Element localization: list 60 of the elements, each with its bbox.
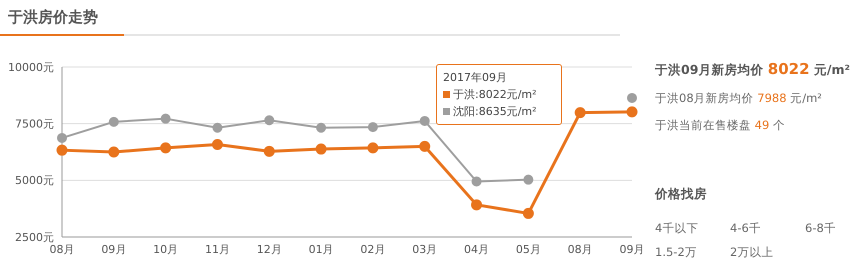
text: 1.5-2万: [655, 245, 697, 260]
point: [108, 116, 119, 127]
point: [212, 139, 223, 150]
text: 8022: [768, 60, 810, 78]
point: [316, 144, 327, 155]
x-tick-label: 09月: [620, 242, 644, 256]
point: [522, 208, 534, 219]
text: 于洪当前在售楼盘: [655, 118, 751, 132]
point: [471, 199, 482, 210]
y-tick-label: 2500元: [15, 230, 54, 244]
point: [160, 114, 171, 124]
chart-title: 于洪房价走势: [8, 8, 98, 27]
point: [212, 122, 222, 133]
x-tick-label: 02月: [360, 242, 386, 256]
text: 4千以下: [655, 221, 698, 236]
text: 价格找房: [655, 186, 707, 203]
text: 7988: [757, 91, 787, 105]
point: [56, 144, 68, 156]
point: [627, 92, 637, 103]
x-tick-label: 10月: [153, 242, 178, 256]
point: [420, 116, 430, 126]
point: [264, 146, 275, 157]
text: 49: [754, 118, 770, 132]
point: [368, 122, 378, 132]
x-tick-label: 11月: [204, 242, 230, 256]
annotation: :8635元/m²: [475, 105, 537, 118]
point: [574, 107, 586, 118]
point: [523, 174, 534, 185]
x-tick-label: 03月: [412, 242, 438, 256]
text: 元/m²: [814, 62, 850, 77]
x-tick-label: 04月: [464, 242, 490, 256]
text: 个: [772, 118, 785, 132]
point: [316, 122, 326, 133]
point: [264, 115, 274, 126]
point: [57, 132, 67, 143]
point: [472, 176, 482, 186]
legend-label: 沈阳: [453, 105, 475, 118]
y-tick-label: 5000元: [15, 174, 54, 188]
y-tick-label: 7500元: [15, 118, 54, 131]
text: 6-8千: [805, 221, 836, 236]
text: 元/m²: [790, 91, 822, 105]
x-tick-label: 12月: [256, 242, 282, 256]
text: 于洪09月新房均价: [655, 62, 764, 77]
legend-label: 于洪: [453, 88, 475, 101]
text: 2万以上: [730, 245, 774, 260]
point: [367, 142, 378, 154]
point: [108, 146, 120, 158]
point: [419, 140, 430, 152]
x-tick-label: 05月: [516, 242, 541, 256]
x-tick-label: 01月: [308, 242, 334, 256]
annotation: :8022元/m²: [475, 88, 537, 101]
x-tick-label: 08月: [50, 242, 74, 256]
x-tick-label: 09月: [101, 242, 126, 256]
annotation: 2017年09月: [443, 70, 508, 86]
text: 4-6千: [730, 221, 761, 236]
y-tick-label: 10000元: [8, 60, 54, 74]
x-tick-label: 08月: [568, 242, 593, 256]
text: 于洪08月新房均价: [655, 91, 754, 105]
point: [160, 142, 172, 154]
point: [626, 106, 638, 118]
